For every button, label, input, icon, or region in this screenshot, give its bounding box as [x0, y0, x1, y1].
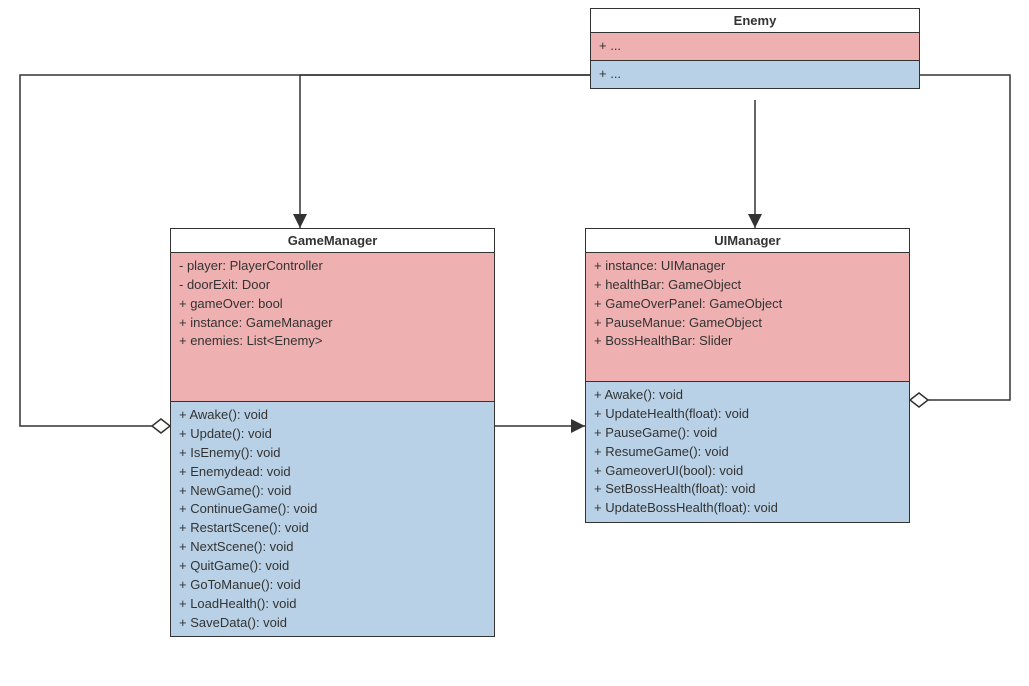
- class-method: + Awake(): void: [179, 406, 486, 425]
- class-title: UIManager: [586, 229, 909, 253]
- class-attributes: + ...: [591, 33, 919, 61]
- class-method: + UpdateHealth(float): void: [594, 405, 901, 424]
- class-attribute: + BossHealthBar: Slider: [594, 332, 901, 351]
- class-method: + RestartScene(): void: [179, 519, 486, 538]
- class-method: + NextScene(): void: [179, 538, 486, 557]
- class-attributes: + instance: UIManager+ healthBar: GameOb…: [586, 253, 909, 382]
- class-method: + SaveData(): void: [179, 614, 486, 633]
- class-attribute: + instance: GameManager: [179, 314, 486, 333]
- class-attribute: + healthBar: GameObject: [594, 276, 901, 295]
- class-method: + Update(): void: [179, 425, 486, 444]
- class-attribute: + gameOver: bool: [179, 295, 486, 314]
- class-box-enemy: Enemy + ... + ...: [590, 8, 920, 89]
- class-method: + Enemydead: void: [179, 463, 486, 482]
- class-box-gamemanager: GameManager - player: PlayerController- …: [170, 228, 495, 637]
- class-method: + SetBossHealth(float): void: [594, 480, 901, 499]
- class-method: + LoadHealth(): void: [179, 595, 486, 614]
- class-box-uimanager: UIManager + instance: UIManager+ healthB…: [585, 228, 910, 523]
- class-method: + Awake(): void: [594, 386, 901, 405]
- class-method: + IsEnemy(): void: [179, 444, 486, 463]
- class-method: + UpdateBossHealth(float): void: [594, 499, 901, 518]
- class-method: + ResumeGame(): void: [594, 443, 901, 462]
- class-method: + ...: [599, 65, 911, 84]
- class-methods: + Awake(): void+ Update(): void+ IsEnemy…: [171, 402, 494, 636]
- class-methods: + Awake(): void+ UpdateHealth(float): vo…: [586, 382, 909, 522]
- class-title: Enemy: [591, 9, 919, 33]
- class-method: + ContinueGame(): void: [179, 500, 486, 519]
- class-attribute: - doorExit: Door: [179, 276, 486, 295]
- class-attributes: - player: PlayerController- doorExit: Do…: [171, 253, 494, 402]
- class-methods: + ...: [591, 61, 919, 88]
- class-attribute: + PauseManue: GameObject: [594, 314, 901, 333]
- class-attribute: + instance: UIManager: [594, 257, 901, 276]
- class-attribute: + enemies: List<Enemy>: [179, 332, 486, 351]
- class-method: + QuitGame(): void: [179, 557, 486, 576]
- class-method: + GameoverUI(bool): void: [594, 462, 901, 481]
- class-method: + PauseGame(): void: [594, 424, 901, 443]
- class-method: + NewGame(): void: [179, 482, 486, 501]
- class-method: + GoToManue(): void: [179, 576, 486, 595]
- class-attribute: - player: PlayerController: [179, 257, 486, 276]
- class-title: GameManager: [171, 229, 494, 253]
- class-attribute: + ...: [599, 37, 911, 56]
- class-attribute: + GameOverPanel: GameObject: [594, 295, 901, 314]
